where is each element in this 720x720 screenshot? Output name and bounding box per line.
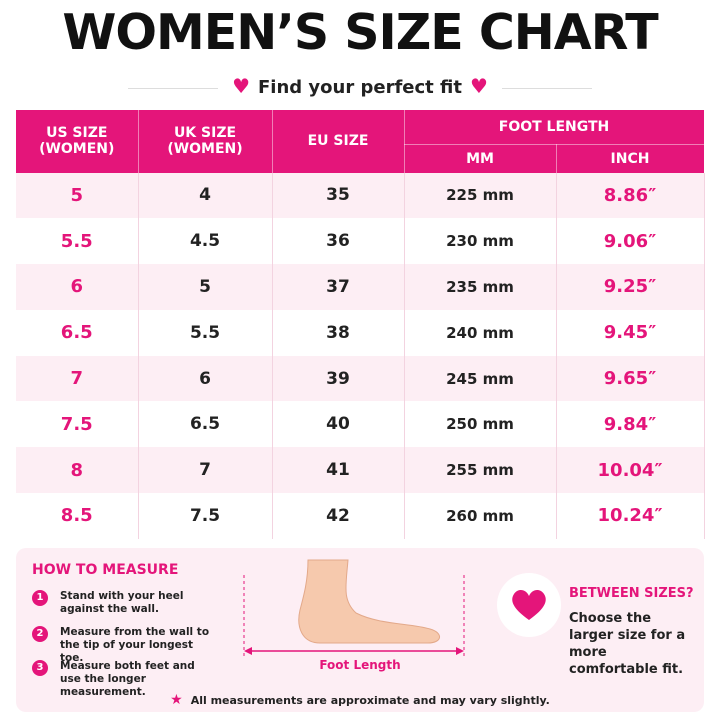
- table-cell: 5: [138, 264, 273, 310]
- table-cell: 6.5: [138, 401, 273, 448]
- section-title: HOW TO MEASURE: [32, 562, 179, 578]
- heart-icon: ♥: [470, 74, 488, 98]
- table-cell: 9.84″: [556, 401, 705, 448]
- foot-diagram: [243, 559, 465, 659]
- heart: [512, 590, 546, 620]
- table-cell: 8.86″: [556, 172, 705, 219]
- step: 3 Measure both feet and use the longer me…: [32, 660, 212, 699]
- table-cell: 225 mm: [404, 172, 557, 219]
- header-text: US SIZE (WOMEN): [39, 125, 115, 158]
- table-cell: 240 mm: [404, 309, 557, 356]
- table-cell: 7: [16, 355, 139, 402]
- heart-badge: [497, 573, 561, 637]
- step-number: 1: [32, 590, 48, 606]
- table-row: 8 7 41 255 mm 10.04″: [16, 447, 705, 494]
- foot: [298, 559, 440, 644]
- table-cell: 35: [272, 172, 405, 219]
- subtitle-row: ♥ Find your perfect fit ♥: [0, 74, 720, 98]
- header-cell: MM: [404, 143, 557, 173]
- table-cell: 7: [138, 447, 273, 494]
- step-text: Measure from the wall to the tip of your…: [60, 626, 210, 664]
- between-title: BETWEEN SIZES?: [569, 586, 694, 601]
- size-table: US SIZE (WOMEN) UK SIZE (WOMEN) EU SIZE …: [16, 110, 705, 539]
- between-text: Choose the larger size for a more comfor…: [569, 611, 686, 677]
- step-number: 3: [32, 660, 48, 676]
- table-cell: 5.5: [138, 309, 273, 356]
- diagram-label: Foot Length: [319, 658, 401, 672]
- table-cell: 10.04″: [556, 447, 705, 494]
- table-cell: 10.24″: [556, 493, 705, 539]
- header-cell: INCH: [556, 143, 705, 173]
- table-cell: 5.5: [16, 218, 139, 265]
- table-cell: 5: [16, 172, 139, 219]
- table-row: 6 5 37 235 mm 9.25″: [16, 264, 705, 310]
- header-cell: UK SIZE (WOMEN): [138, 110, 273, 173]
- table-row: 5 4 35 225 mm 8.86″: [16, 172, 705, 219]
- table-row: 5.5 4.5 36 230 mm 9.06″: [16, 218, 705, 265]
- subtitle: Find your perfect fit: [258, 77, 462, 98]
- step-text: Stand with your heel against the wall.: [60, 590, 184, 615]
- table-cell: 230 mm: [404, 218, 557, 265]
- table-row: 6.5 5.5 38 240 mm 9.45″: [16, 309, 705, 356]
- table-row: 8.5 7.5 42 260 mm 10.24″: [16, 493, 705, 539]
- header-cell: US SIZE (WOMEN): [16, 110, 139, 173]
- header-text: UK SIZE (WOMEN): [167, 125, 243, 158]
- table-cell: 7.5: [16, 401, 139, 448]
- table-cell: 9.45″: [556, 309, 705, 356]
- table-cell: 255 mm: [404, 447, 557, 494]
- table-cell: 6: [138, 355, 273, 402]
- table-cell: 235 mm: [404, 264, 557, 310]
- step-number: 2: [32, 626, 48, 642]
- table-cell: 250 mm: [404, 401, 557, 448]
- table-cell: 42: [272, 493, 405, 539]
- header-cell: EU SIZE: [272, 110, 405, 173]
- table-cell: 9.06″: [556, 218, 705, 265]
- table-cell: 41: [272, 447, 405, 494]
- divider: [128, 87, 219, 89]
- table-cell: 39: [272, 355, 405, 402]
- table-cell: 6: [16, 264, 139, 310]
- star-icon: ★: [170, 692, 183, 708]
- table-row: 7.5 6.5 40 250 mm 9.84″: [16, 401, 705, 448]
- table-cell: 4: [138, 172, 273, 219]
- divider: [501, 87, 592, 89]
- table-row: 7 6 39 245 mm 9.65″: [16, 355, 705, 402]
- footnote-row: ★ All measurements are approximate and ma…: [0, 692, 720, 708]
- header-cell: FOOT LENGTH: [404, 110, 705, 144]
- footnote: All measurements are approximate and may…: [190, 694, 550, 707]
- table-cell: 245 mm: [404, 355, 557, 402]
- table-cell: 9.25″: [556, 264, 705, 310]
- table-cell: 36: [272, 218, 405, 265]
- table-cell: 7.5: [138, 493, 273, 539]
- step: 2 Measure from the wall to the tip of you…: [32, 626, 212, 665]
- table-cell: 40: [272, 401, 405, 448]
- table-cell: 38: [272, 309, 405, 356]
- heart-icon: ♥: [232, 74, 250, 98]
- table-cell: 37: [272, 264, 405, 310]
- table-body: 5 4 35 225 mm 8.86″ 5.5 4.5 36 230 mm 9.06″ 6 5 37 23…: [16, 172, 705, 539]
- table-cell: 8: [16, 447, 139, 494]
- table-cell: 9.65″: [556, 355, 705, 402]
- table-cell: 8.5: [16, 493, 139, 539]
- table-cell: 6.5: [16, 309, 139, 356]
- title: WOMEN’S SIZE CHART: [62, 4, 658, 61]
- step-text: Measure both feet and use the longer mea…: [60, 660, 195, 698]
- step: 1 Stand with your heel against the wall.: [32, 590, 212, 616]
- table-cell: 4.5: [138, 218, 273, 265]
- table-cell: 260 mm: [404, 493, 557, 539]
